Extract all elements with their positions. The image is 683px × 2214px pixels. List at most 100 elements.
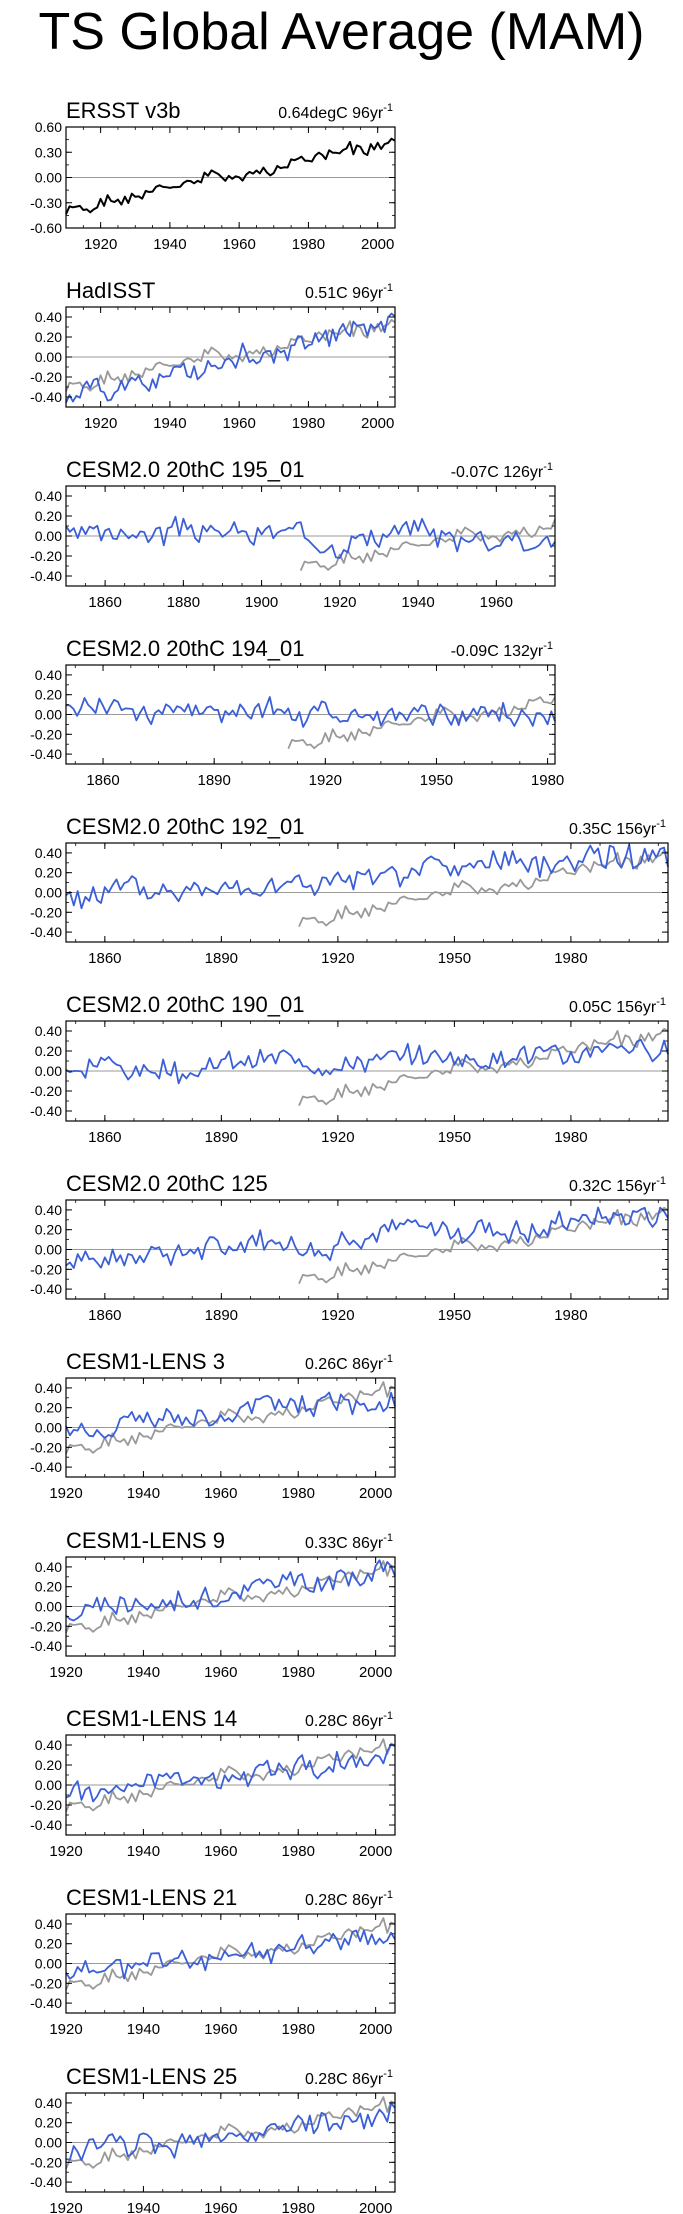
- y-tick-label: -0.40: [30, 1817, 62, 1833]
- x-tick-label: 1920: [49, 2200, 82, 2214]
- x-tick-label: 1980: [282, 1843, 315, 1860]
- x-tick-label: 1980: [282, 1485, 315, 1502]
- series-line-model: [65, 1206, 669, 1269]
- panel-lens-21: CESM1-LENS 21 0.28C 86yr-1 -0.40 -0.20 0.00 0…: [30, 1885, 396, 2038]
- panel-title: CESM1-LENS 9: [66, 1528, 225, 1553]
- y-tick-label: -0.20: [30, 548, 62, 564]
- panel-title: CESM2.0 20thC 194_01: [66, 636, 305, 661]
- y-tick-label: 0.20: [35, 1222, 62, 1238]
- series-line-model: [65, 2102, 396, 2162]
- x-tick-label: 1940: [127, 1843, 160, 1860]
- x-tick-label: 1950: [438, 1307, 471, 1324]
- x-tick-label: 1860: [88, 594, 121, 611]
- trend-exponent: -1: [383, 1532, 393, 1544]
- y-tick-label: -0.20: [30, 1083, 62, 1099]
- y-tick-label: 0.20: [35, 1757, 62, 1773]
- panel-title: ERSST v3b: [66, 98, 181, 123]
- y-tick-label: -0.20: [30, 1797, 62, 1813]
- x-tick-label: 1980: [282, 2200, 315, 2214]
- y-tick-label: -0.40: [30, 389, 62, 405]
- x-tick-label: 1890: [205, 1307, 238, 1324]
- x-tick-label: 1980: [292, 236, 325, 253]
- trend-label: 0.05C 156yr-1: [569, 996, 666, 1016]
- x-tick-label: 2000: [359, 2200, 392, 2214]
- page-title: TS Global Average (MAM): [38, 3, 645, 61]
- y-tick-label: 0.20: [35, 1936, 62, 1952]
- x-tick-label: 1920: [309, 772, 342, 789]
- panel-cesm2-192: CESM2.0 20thC 192_01 0.35C 156yr-1 -0.40 -0…: [30, 814, 669, 967]
- panel-title: CESM1-LENS 14: [66, 1706, 237, 1731]
- y-tick-label: -0.40: [30, 568, 62, 584]
- y-tick-label: 0.00: [35, 1599, 62, 1615]
- panel-title: CESM2.0 20thC 125: [66, 1171, 268, 1196]
- y-tick-label: 0.00: [35, 1777, 62, 1793]
- y-tick-label: -0.60: [30, 220, 62, 236]
- trend-label: 0.28C 86yr-1: [305, 2068, 393, 2088]
- panel-title: CESM1-LENS 21: [66, 1885, 237, 1910]
- x-tick-label: 1920: [49, 2021, 82, 2038]
- y-tick-label: 0.20: [35, 865, 62, 881]
- y-tick-label: -0.40: [30, 1281, 62, 1297]
- y-tick-label: 0.40: [35, 667, 62, 683]
- trend-exponent: -1: [656, 1175, 666, 1187]
- y-tick-label: -0.40: [30, 1638, 62, 1654]
- trend-label: -0.09C 132yr-1: [451, 640, 553, 660]
- y-tick-label: -0.20: [30, 1618, 62, 1634]
- x-tick-label: 1950: [420, 772, 453, 789]
- panel-cesm2-125: CESM2.0 20thC 125 0.32C 156yr-1 -0.40 -0.20…: [30, 1171, 669, 1324]
- trend-label: 0.51C 96yr-1: [305, 282, 393, 302]
- y-tick-label: -0.40: [30, 1995, 62, 2011]
- y-tick-label: -0.40: [30, 924, 62, 940]
- y-tick-label: 0.20: [35, 329, 62, 345]
- y-tick-label: -0.40: [30, 746, 62, 762]
- y-tick-label: -0.30: [30, 195, 62, 211]
- x-tick-label: 1980: [292, 415, 325, 432]
- x-tick-label: 1920: [321, 1129, 354, 1146]
- x-tick-label: 1860: [88, 1129, 121, 1146]
- panel-title: CESM1-LENS 25: [66, 2064, 237, 2089]
- series-line-model: [65, 515, 556, 559]
- series-line-ref: [65, 1738, 396, 1812]
- x-tick-label: 1940: [127, 1485, 160, 1502]
- y-tick-label: 0.60: [35, 119, 62, 135]
- x-tick-label: 2000: [359, 1664, 392, 1681]
- x-tick-label: 1920: [323, 594, 356, 611]
- x-tick-label: 1950: [438, 1129, 471, 1146]
- series-line-ref: [298, 1206, 669, 1285]
- y-tick-label: -0.20: [30, 726, 62, 742]
- panel-cesm2-194: CESM2.0 20thC 194_01 -0.09C 132yr-1 -0.40 -…: [30, 636, 564, 789]
- x-tick-label: 1860: [88, 950, 121, 967]
- y-tick-label: 0.20: [35, 508, 62, 524]
- y-tick-label: 0.00: [35, 2135, 62, 2151]
- y-tick-label: 0.20: [35, 1400, 62, 1416]
- x-tick-label: 1890: [205, 950, 238, 967]
- x-tick-label: 1960: [204, 2021, 237, 2038]
- panel-lens-25: CESM1-LENS 25 0.28C 86yr-1 -0.40 -0.20 0.00 0…: [30, 2064, 396, 2214]
- x-tick-label: 1920: [49, 1485, 82, 1502]
- series-line-ref: [65, 1917, 396, 1991]
- series-line-model: [65, 312, 396, 404]
- y-tick-label: 0.40: [35, 1023, 62, 1039]
- x-tick-label: 1960: [204, 2200, 237, 2214]
- y-tick-label: -0.40: [30, 2174, 62, 2190]
- panel-title: HadISST: [66, 278, 155, 303]
- x-tick-label: 1940: [401, 594, 434, 611]
- x-tick-label: 1980: [554, 1129, 587, 1146]
- panel-cesm2-195: CESM2.0 20thC 195_01 -0.07C 126yr-1 -0.40 -…: [30, 457, 556, 611]
- x-tick-label: 1960: [204, 1664, 237, 1681]
- y-tick-label: -0.40: [30, 1103, 62, 1119]
- x-tick-label: 1960: [222, 415, 255, 432]
- y-tick-label: 0.40: [35, 845, 62, 861]
- y-tick-label: -0.20: [30, 369, 62, 385]
- x-tick-label: 1920: [49, 1664, 82, 1681]
- x-tick-label: 1980: [282, 1664, 315, 1681]
- trend-exponent: -1: [383, 1710, 393, 1722]
- trend-exponent: -1: [383, 2068, 393, 2080]
- series-line-ref: [299, 519, 556, 571]
- x-tick-label: 1940: [127, 1664, 160, 1681]
- y-tick-label: -0.20: [30, 1439, 62, 1455]
- x-tick-label: 1960: [222, 236, 255, 253]
- x-tick-label: 1880: [167, 594, 200, 611]
- x-tick-label: 1980: [554, 1307, 587, 1324]
